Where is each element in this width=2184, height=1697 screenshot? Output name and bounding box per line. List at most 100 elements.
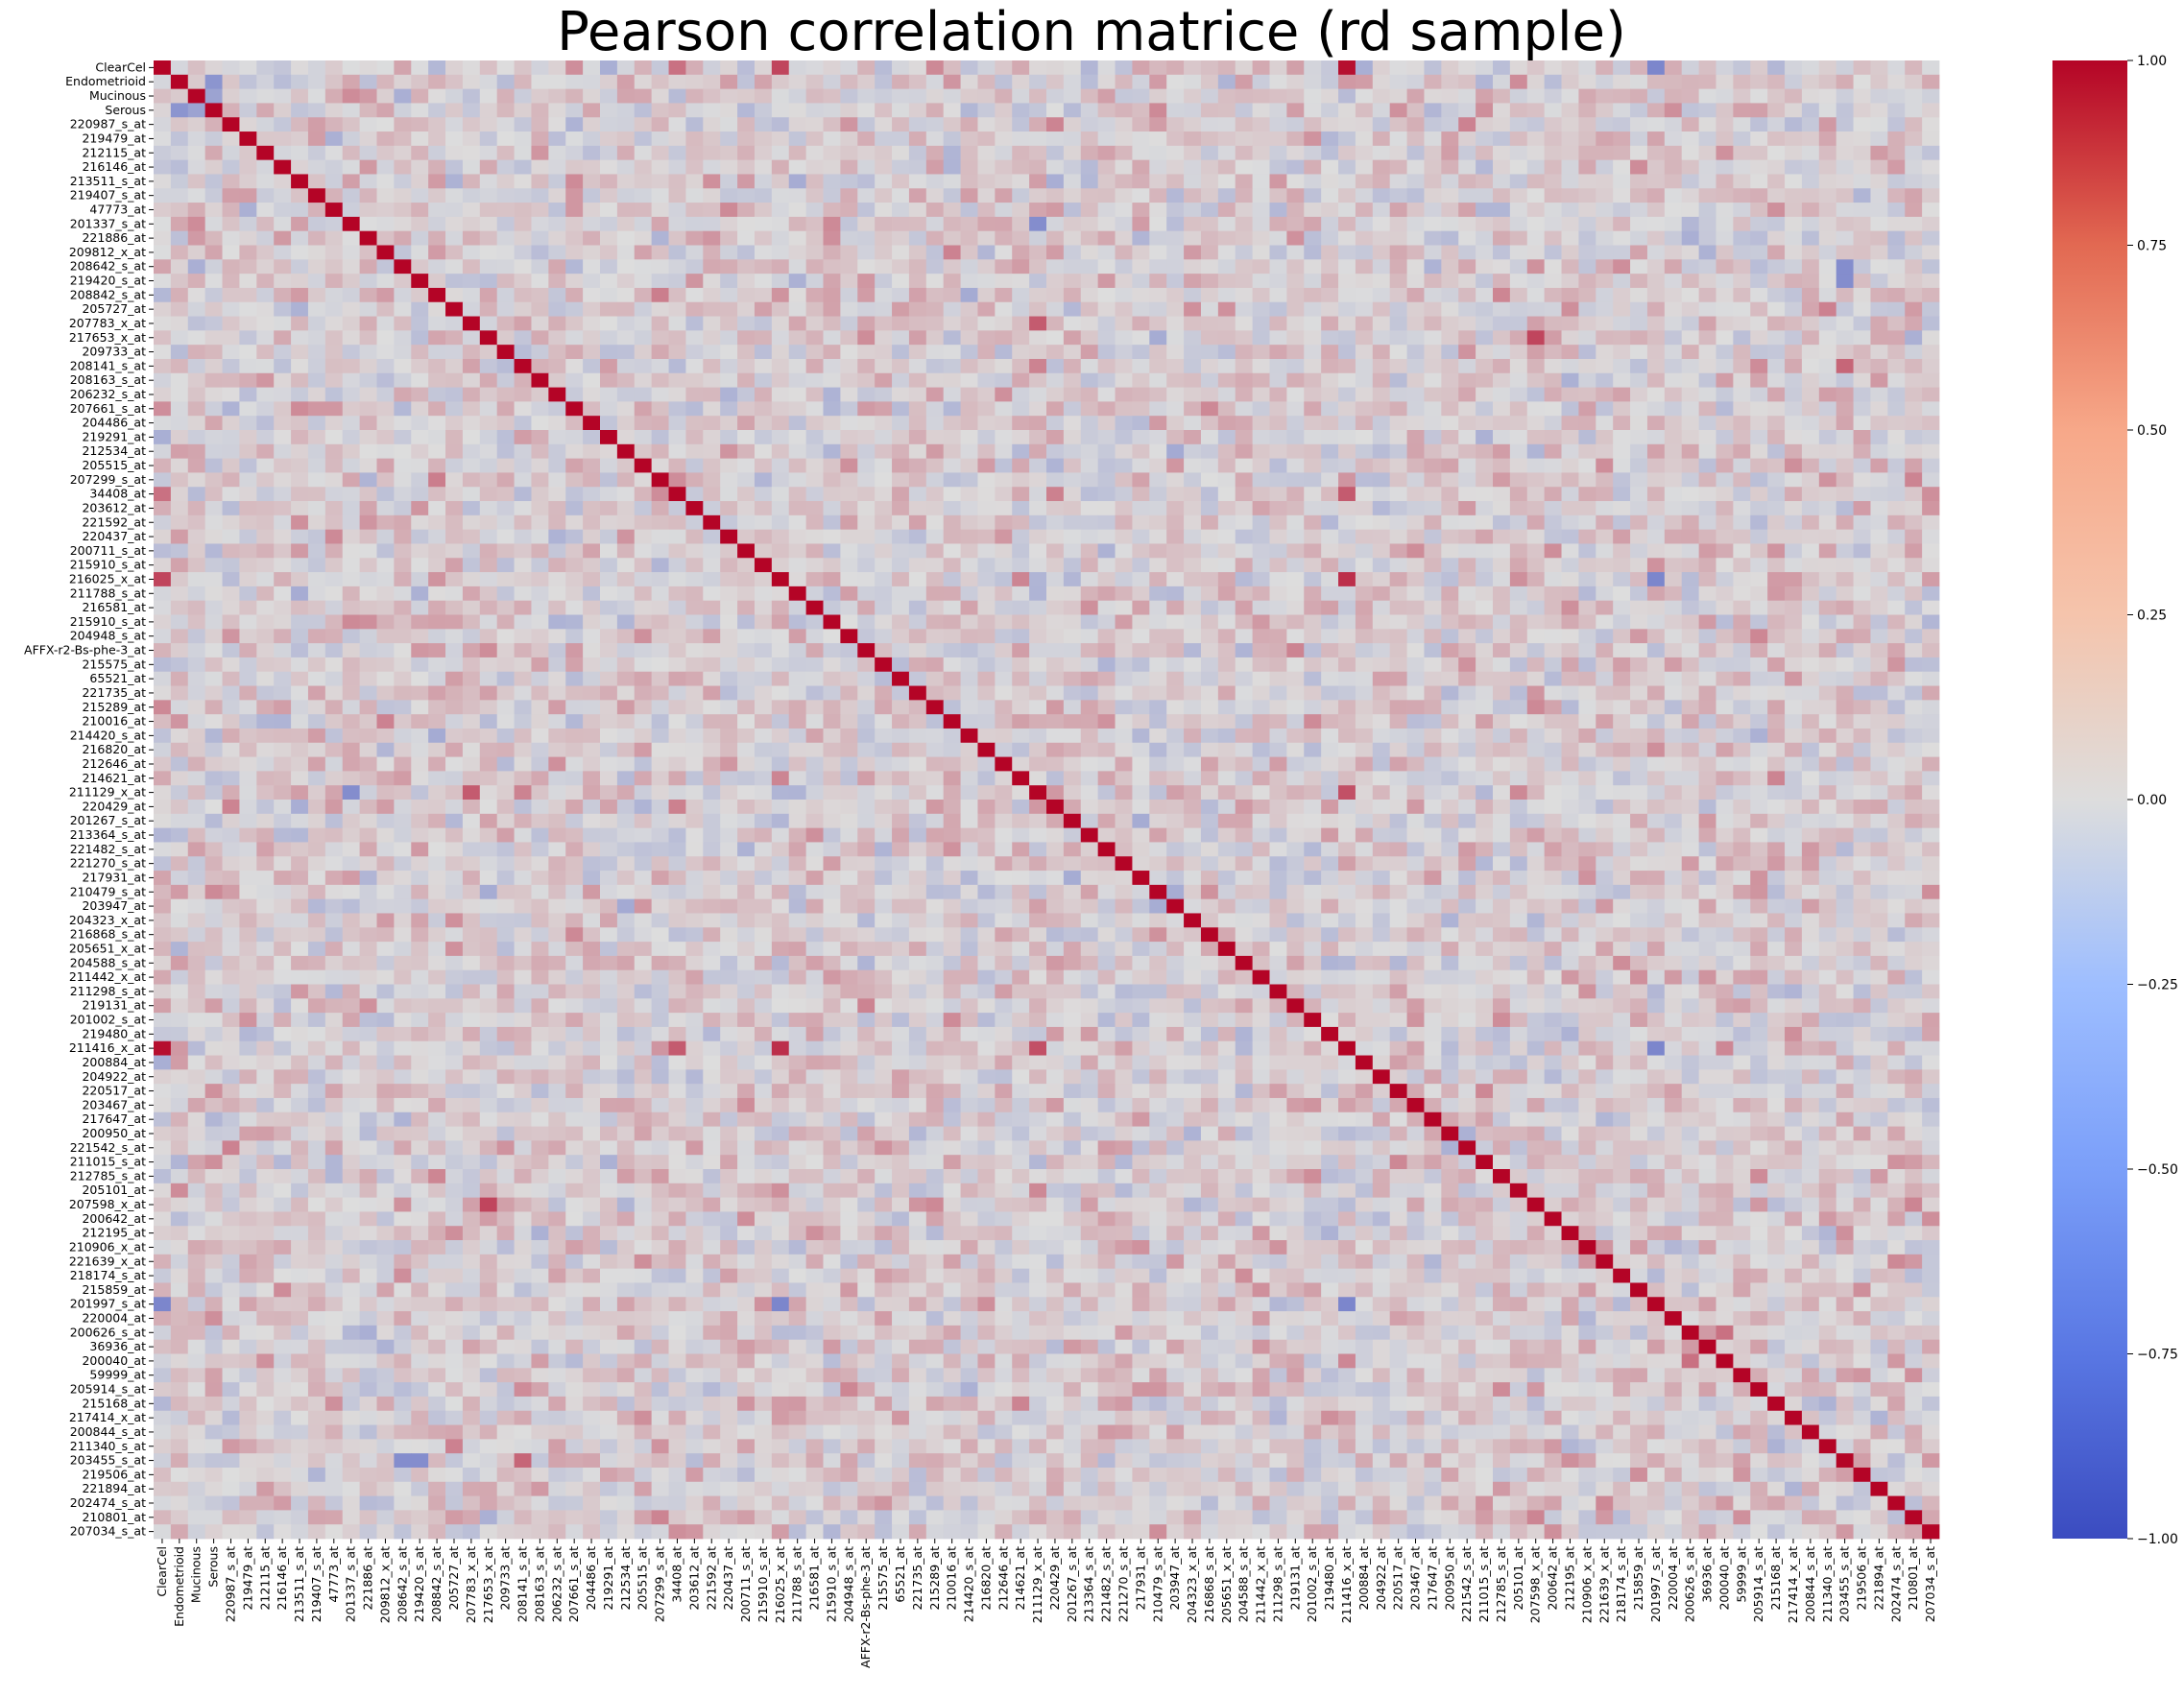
heatmap-cell: [977, 345, 996, 360]
heatmap-cell: [754, 60, 773, 76]
heatmap-cell: [1887, 145, 1906, 161]
heatmap-cell: [1750, 245, 1768, 260]
heatmap-cell: [1012, 614, 1030, 630]
heatmap-cell: [1887, 501, 1906, 516]
heatmap-cell: [1526, 543, 1546, 559]
heatmap-cell: [291, 416, 309, 431]
heatmap-cell: [170, 60, 189, 76]
heatmap-cell: [531, 430, 549, 445]
heatmap-cell: [1922, 117, 1940, 132]
heatmap-cell: [1080, 572, 1099, 587]
heatmap-cell: [1424, 443, 1442, 460]
heatmap-cell: [394, 274, 412, 289]
heatmap-cell: [187, 60, 206, 76]
heatmap-cell: [462, 301, 481, 317]
heatmap-cell: [1750, 401, 1768, 417]
heatmap-cell: [1406, 657, 1425, 673]
heatmap-cell: [1493, 600, 1511, 615]
heatmap-cell: [857, 643, 876, 658]
heatmap-cell: [274, 188, 292, 203]
heatmap-cell: [1767, 316, 1786, 331]
heatmap-cell: [583, 529, 601, 544]
heatmap-cell: [1526, 443, 1546, 460]
heatmap-cell: [875, 230, 893, 246]
heatmap-cell: [1698, 685, 1716, 701]
heatmap-cell: [685, 614, 704, 630]
heatmap-cell: [1836, 203, 1854, 218]
heatmap-cell: [995, 443, 1013, 460]
heatmap-cell: [1372, 74, 1391, 90]
heatmap-cell: [1372, 145, 1391, 161]
heatmap-cell: [1441, 586, 1459, 602]
heatmap-cell: [531, 643, 549, 658]
heatmap-cell: [1286, 514, 1305, 531]
heatmap-cell: [291, 358, 309, 374]
heatmap-cell: [1458, 372, 1476, 388]
heatmap-cell: [616, 103, 636, 118]
heatmap-cell: [1389, 430, 1407, 445]
heatmap-cell: [651, 487, 669, 502]
heatmap-cell: [943, 345, 961, 360]
heatmap-cell: [1630, 685, 1648, 701]
heatmap-cell: [1509, 316, 1528, 331]
heatmap-cell: [600, 316, 618, 331]
heatmap-cell: [1750, 88, 1768, 104]
heatmap-cell: [1200, 586, 1219, 602]
heatmap-cell: [977, 430, 996, 445]
heatmap-cell: [1767, 203, 1786, 218]
heatmap-cell: [445, 188, 464, 203]
heatmap-cell: [1355, 145, 1374, 161]
heatmap-cell: [239, 216, 257, 232]
heatmap-cell: [1286, 472, 1305, 488]
heatmap-cell: [1252, 501, 1270, 516]
heatmap-cell: [1012, 657, 1030, 673]
heatmap-cell: [1321, 103, 1339, 118]
heatmap-cell: [668, 558, 686, 573]
heatmap-cell: [908, 301, 927, 317]
heatmap-cell: [805, 487, 824, 502]
heatmap-cell: [324, 245, 344, 260]
heatmap-cell: [703, 74, 721, 90]
heatmap-cell: [875, 131, 893, 147]
heatmap-cell: [892, 472, 910, 488]
heatmap-cell: [428, 401, 446, 417]
heatmap-cell: [1596, 174, 1614, 189]
heatmap-cell: [1406, 301, 1425, 317]
heatmap-cell: [342, 487, 361, 502]
heatmap-cell: [1887, 159, 1906, 175]
heatmap-cell: [1149, 103, 1167, 118]
heatmap-cell: [239, 614, 257, 630]
heatmap-cell: [376, 74, 395, 90]
heatmap-cell: [359, 174, 377, 189]
heatmap-cell: [995, 245, 1013, 260]
heatmap-cell: [1544, 316, 1562, 331]
heatmap-cell: [754, 387, 773, 402]
heatmap-cell: [960, 203, 978, 218]
heatmap-cell: [771, 643, 790, 658]
heatmap-cell: [1596, 458, 1614, 473]
heatmap-cell: [737, 487, 756, 502]
heatmap-cell: [600, 287, 618, 303]
heatmap-cell: [1389, 301, 1407, 317]
heatmap-cell: [411, 372, 429, 388]
heatmap-cell: [1080, 458, 1099, 473]
heatmap-cell: [565, 88, 584, 104]
heatmap-cell: [170, 586, 189, 602]
heatmap-cell: [943, 629, 961, 644]
heatmap-cell: [514, 529, 532, 544]
heatmap-cell: [616, 230, 636, 246]
heatmap-cell: [1698, 657, 1716, 673]
heatmap-cell: [1476, 159, 1494, 175]
heatmap-cell: [771, 728, 790, 744]
heatmap-cell: [1458, 543, 1476, 559]
heatmap-cell: [771, 657, 790, 673]
heatmap-cell: [1613, 600, 1631, 615]
heatmap-cell: [1012, 443, 1030, 460]
heatmap-cell: [514, 287, 532, 303]
heatmap-cell: [892, 274, 910, 289]
heatmap-cell: [1389, 458, 1407, 473]
heatmap-cell: [1046, 301, 1065, 317]
heatmap-cell: [583, 131, 601, 147]
heatmap-cell: [154, 643, 172, 658]
heatmap-cell: [1269, 301, 1287, 317]
